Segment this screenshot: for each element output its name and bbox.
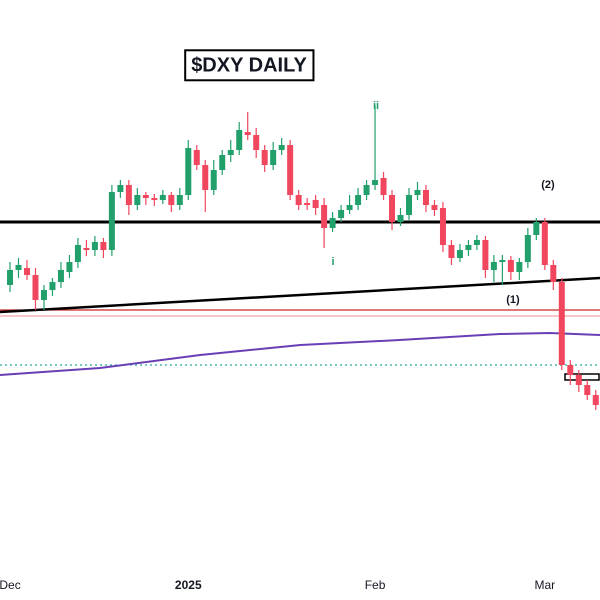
candle-body	[185, 148, 192, 195]
candle-body	[363, 185, 370, 195]
annotation: ii	[373, 100, 379, 112]
candle-body	[558, 282, 565, 365]
candle-body	[287, 145, 294, 195]
candle-body	[312, 200, 319, 208]
candle-body	[575, 375, 582, 385]
candle-body	[304, 203, 311, 205]
candle-body	[244, 132, 251, 135]
candle-body	[23, 268, 30, 275]
candle-body	[32, 275, 39, 300]
candle-body	[151, 198, 158, 200]
candle-body	[516, 262, 523, 272]
candle-body	[456, 250, 463, 258]
candle-body	[355, 195, 362, 205]
candle-body	[329, 218, 336, 228]
candle-body	[482, 240, 489, 270]
candle-body	[219, 155, 226, 170]
chart-title: $DXY DAILY	[191, 54, 307, 76]
candle-body	[295, 195, 302, 205]
trendline	[0, 276, 600, 314]
candle-body	[74, 245, 81, 262]
candle-body	[346, 205, 353, 210]
candle-body	[372, 180, 379, 185]
candle-body	[550, 265, 557, 282]
candle-body	[592, 395, 599, 405]
candle-body	[567, 365, 574, 375]
candle-body	[431, 205, 438, 210]
candle-body	[541, 222, 548, 265]
level-box	[564, 373, 600, 381]
candle-body	[380, 178, 387, 195]
candle-body	[210, 170, 217, 190]
x-tick-label: Dec	[0, 578, 21, 592]
x-tick-label: Mar	[534, 578, 555, 592]
candle-body	[142, 195, 149, 198]
candle-body	[7, 270, 14, 285]
candle-body	[57, 270, 64, 282]
candle-body	[236, 130, 243, 150]
candle-body	[533, 222, 540, 235]
candle-body	[422, 190, 429, 205]
candle-body	[125, 185, 132, 205]
x-tick-label: Feb	[365, 578, 386, 592]
candle-body	[261, 150, 268, 165]
candle-body	[49, 282, 56, 290]
candle-body	[91, 242, 98, 250]
annotation: (1)	[506, 294, 520, 306]
candle-body	[253, 135, 260, 150]
candle-body	[176, 195, 183, 205]
annotation: (2)	[541, 179, 555, 191]
candle-body	[117, 185, 124, 192]
candle-body	[40, 290, 47, 300]
candle-body	[405, 195, 412, 215]
candle-body	[584, 385, 591, 395]
candle-body	[465, 245, 472, 250]
candle-body	[473, 240, 480, 245]
candle-body	[524, 235, 531, 262]
x-tick-label: 2025	[175, 578, 202, 592]
candle-body	[108, 192, 115, 250]
candle-body	[15, 265, 22, 270]
candle-body	[227, 150, 234, 155]
candle-body	[66, 262, 73, 272]
candle-body	[278, 145, 285, 150]
candle-body	[338, 210, 345, 218]
candle-body	[193, 150, 200, 165]
title-box	[184, 49, 315, 82]
candle-body	[389, 195, 396, 222]
candle-body	[490, 262, 497, 270]
candle-body	[507, 260, 514, 272]
candle-body	[83, 248, 90, 250]
moving-average	[0, 331, 600, 376]
candle-body	[168, 195, 175, 205]
candle-body	[321, 205, 328, 228]
candle-body	[159, 195, 166, 200]
candle-body	[499, 260, 506, 262]
candle-body	[439, 208, 446, 245]
candle-body	[100, 242, 107, 250]
candle-body	[270, 150, 277, 165]
candle-body	[134, 195, 141, 205]
candle-body	[202, 165, 209, 190]
candle-body	[448, 245, 455, 258]
candle-body	[414, 190, 421, 195]
candle-body	[397, 215, 404, 222]
annotation: i	[331, 256, 334, 268]
